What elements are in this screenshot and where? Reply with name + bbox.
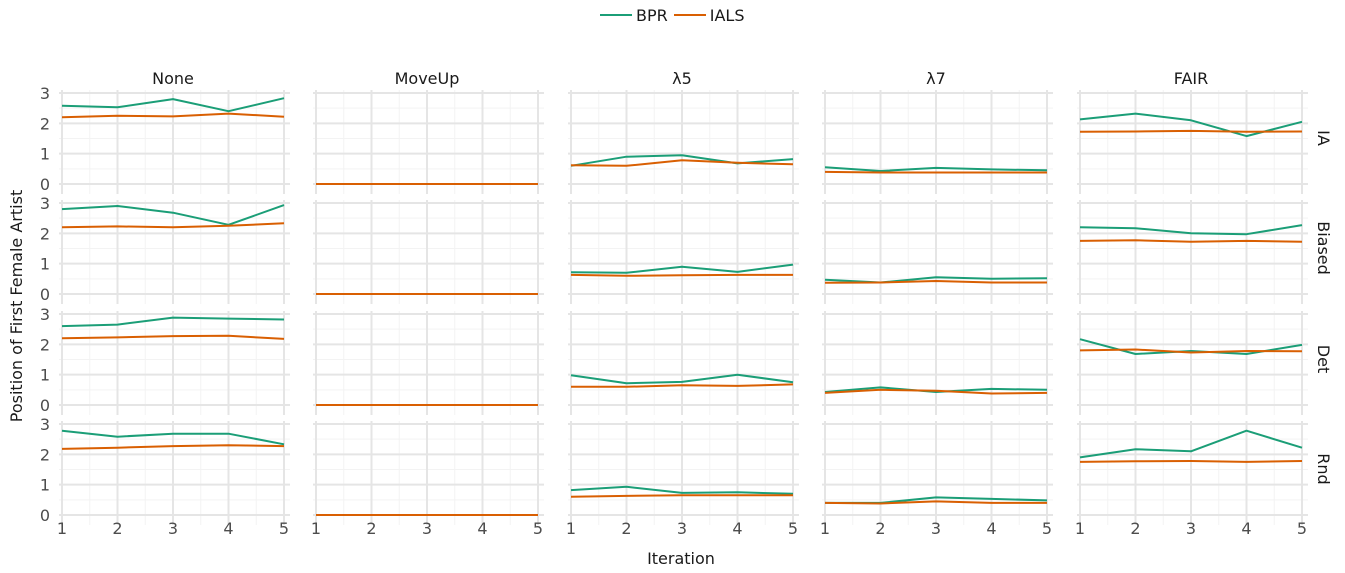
x-tick-label: 2 [621, 519, 631, 538]
legend-item-ials: IALS [673, 5, 745, 25]
y-tick-label: 3 [40, 84, 50, 103]
y-tick-label: 1 [40, 255, 50, 274]
series-line-bpr [824, 276, 1048, 284]
facet-row-label: Rnd [1314, 453, 1333, 484]
series-line-bpr [1079, 429, 1303, 459]
x-axis-label: Iteration [647, 549, 715, 568]
x-tick-label: 1 [566, 519, 576, 538]
y-tick-label: 2 [40, 445, 50, 464]
series-line-ials [824, 500, 1047, 505]
x-tick-label: 3 [677, 519, 687, 538]
facet-row-label: Det [1314, 345, 1333, 373]
facet-column-label: λ5 [672, 69, 692, 88]
series-line-bpr [61, 429, 285, 446]
facet-row-label: IA [1314, 130, 1333, 146]
facet-column-label: None [152, 69, 194, 88]
series-line-bpr [61, 316, 285, 328]
series-line-bpr [570, 263, 794, 274]
x-tick-label: 1 [820, 519, 830, 538]
x-tick-label: 1 [1075, 519, 1085, 538]
legend-swatch-ials [673, 14, 706, 16]
series-line-bpr [61, 97, 285, 113]
series-line-bpr [824, 166, 1048, 172]
x-tick-label: 3 [931, 519, 941, 538]
series-line-ials [571, 383, 794, 388]
x-tick-label: 4 [477, 519, 487, 538]
legend-label-bpr: BPR [636, 5, 668, 25]
y-tick-label: 0 [40, 285, 50, 304]
series-line-ials [61, 334, 285, 340]
x-tick-label: 5 [1042, 519, 1052, 538]
x-tick-label: 3 [1186, 519, 1196, 538]
legend-swatch-bpr [600, 14, 632, 16]
y-tick-label: 2 [40, 335, 50, 354]
y-tick-label: 1 [40, 145, 50, 164]
facet-column-label: FAIR [1174, 69, 1209, 88]
series-line-ials [1079, 460, 1303, 463]
series-line-bpr [1079, 224, 1303, 236]
series-line-ials [1079, 129, 1303, 133]
y-tick-label: 3 [40, 305, 50, 324]
x-tick-label: 4 [223, 519, 233, 538]
series-line-bpr [61, 204, 285, 226]
y-tick-label: 3 [40, 415, 50, 434]
x-tick-label: 4 [986, 519, 996, 538]
series-line-ials [61, 112, 285, 119]
x-tick-label: 2 [366, 519, 376, 538]
x-tick-label: 3 [422, 519, 432, 538]
series-line-bpr [570, 154, 794, 167]
x-tick-label: 5 [533, 519, 543, 538]
series-line-ials [1079, 348, 1303, 354]
series-line-ials [570, 159, 794, 167]
x-tick-label: 4 [732, 519, 742, 538]
x-tick-label: 5 [279, 519, 289, 538]
x-tick-label: 1 [311, 519, 321, 538]
series-line-ials [570, 494, 793, 498]
y-tick-label: 3 [40, 194, 50, 213]
x-tick-label: 2 [875, 519, 885, 538]
series-line-bpr [824, 386, 1048, 393]
x-tick-label: 5 [1297, 519, 1307, 538]
series-line-ials [570, 273, 793, 277]
legend: BPR IALS [600, 4, 750, 26]
y-tick-label: 0 [40, 396, 50, 415]
x-tick-label: 5 [788, 519, 798, 538]
y-tick-label: 2 [40, 114, 50, 133]
series-line-ials [824, 170, 1047, 174]
y-tick-label: 2 [40, 224, 50, 243]
x-tick-label: 3 [168, 519, 178, 538]
series-line-bpr [570, 485, 794, 495]
facet-column-label: MoveUp [395, 69, 460, 88]
facet-column-label: λ7 [926, 69, 946, 88]
facet-row-label: Biased [1314, 221, 1333, 275]
y-axis-label: Position of First Female Artist [7, 190, 26, 422]
legend-label-ials: IALS [709, 5, 745, 25]
y-tick-label: 0 [40, 175, 50, 194]
x-tick-label: 4 [1241, 519, 1251, 538]
y-tick-label: 1 [40, 476, 50, 495]
series-line-ials [824, 388, 1048, 395]
y-tick-label: 0 [40, 506, 50, 525]
series-line-ials [1079, 239, 1303, 243]
y-tick-label: 1 [40, 366, 50, 385]
series-line-ials [61, 222, 285, 229]
series-line-ials [824, 280, 1047, 284]
x-tick-label: 2 [1130, 519, 1140, 538]
x-tick-label: 2 [112, 519, 122, 538]
series-line-bpr [570, 373, 794, 385]
series-line-ials [61, 444, 285, 450]
legend-item-bpr: BPR [600, 6, 668, 25]
x-tick-label: 1 [57, 519, 67, 538]
